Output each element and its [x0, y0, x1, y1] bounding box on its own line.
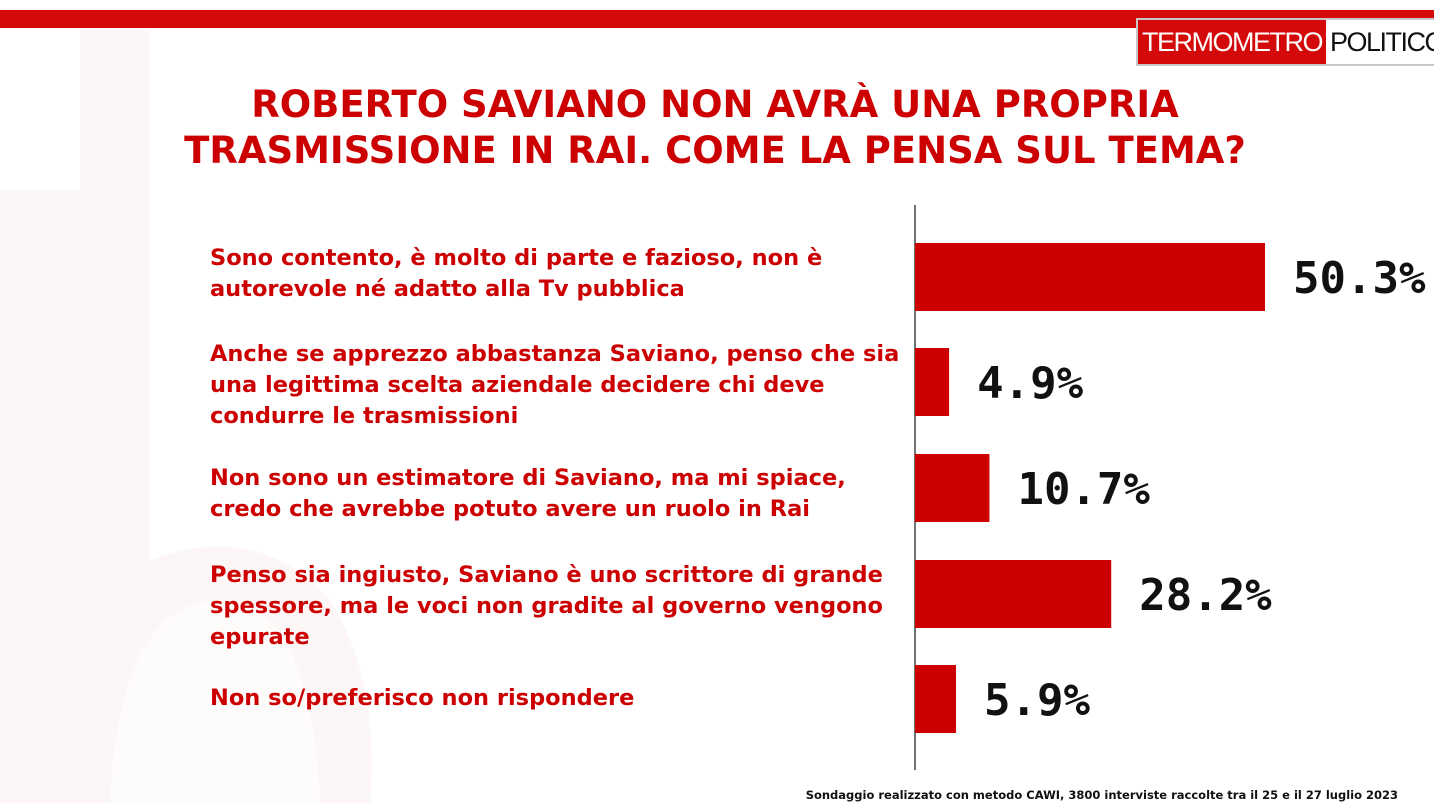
category-label-4: Penso sia ingiusto, Saviano è uno scritt… [210, 562, 884, 650]
chart-title: ROBERTO SAVIANO NON AVRÀ UNA PROPRIA TRA… [184, 83, 1246, 172]
category-label-3: Non sono un estimatore di Saviano, ma mi… [210, 465, 846, 522]
bar-1 [915, 243, 1265, 311]
footnote: Sondaggio realizzato con metodo CAWI, 38… [805, 788, 1398, 802]
bar-4 [915, 560, 1112, 628]
bar-2 [915, 348, 950, 416]
logo-part-termometro: TERMOMETRO [1138, 20, 1326, 64]
termometro-politico-logo: TERMOMETRO POLITICO [1136, 18, 1434, 66]
value-label-5: 5.9% [984, 675, 1090, 726]
category-label-2: Anche se apprezzo abbastanza Saviano, pe… [210, 341, 900, 429]
value-label-3: 10.7% [1017, 464, 1150, 515]
value-label-1: 50.3% [1293, 253, 1426, 304]
category-label-1: Sono contento, è molto di parte e fazios… [210, 245, 823, 302]
logo-part-politico: POLITICO [1326, 20, 1434, 64]
bar-3 [915, 454, 990, 522]
bar-5 [915, 665, 957, 733]
value-label-4: 28.2% [1139, 570, 1272, 621]
category-label-5: Non so/preferisco non rispondere [210, 685, 635, 711]
value-label-2: 4.9% [977, 358, 1083, 409]
top-accent-band [0, 10, 1434, 28]
